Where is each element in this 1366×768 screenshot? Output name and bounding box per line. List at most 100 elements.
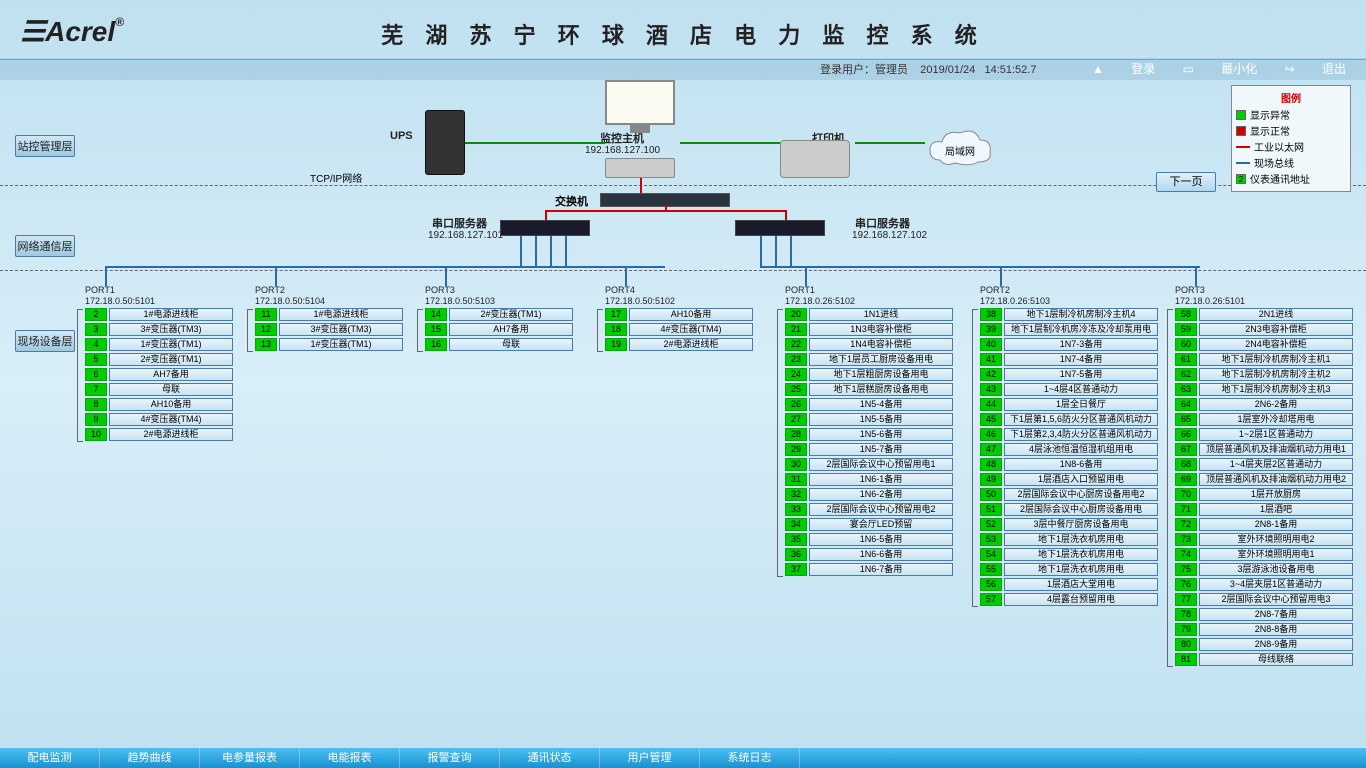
device-item[interactable]: 261N5-4备用 (785, 397, 953, 412)
device-item[interactable]: 361N6-6备用 (785, 547, 953, 562)
device-item[interactable]: 411N7-4备用 (980, 352, 1158, 367)
device-item[interactable]: 54地下1层洗衣机房用电 (980, 547, 1158, 562)
diagram-canvas: 站控管理层 网络通信层 现场设备层 图例 显示异常显示正常工业以太网现场总线2仪… (0, 80, 1366, 748)
device-item[interactable]: 39地下1层制冷机房冷冻及冷却泵用电 (980, 322, 1158, 337)
device-item[interactable]: 311N6-1备用 (785, 472, 953, 487)
device-item[interactable]: 73室外环境照明用电2 (1175, 532, 1353, 547)
device-item[interactable]: 6AH7备用 (85, 367, 233, 382)
device-item[interactable]: 15AH7备用 (425, 322, 573, 337)
nav-item[interactable]: 通讯状态 (500, 748, 600, 768)
device-item[interactable]: 69顶层普通风机及排油烟机动力用电2 (1175, 472, 1353, 487)
device-item[interactable]: 123#变压器(TM3) (255, 322, 403, 337)
device-item[interactable]: 574层露台预留用电 (980, 592, 1158, 607)
nav-item[interactable]: 电能报表 (300, 748, 400, 768)
device-item[interactable]: 321N6-2备用 (785, 487, 953, 502)
device-item[interactable]: 16母联 (425, 337, 573, 352)
device-item[interactable]: 24地下1层粗厨房设备用电 (785, 367, 953, 382)
device-item[interactable]: 371N6-7备用 (785, 562, 953, 577)
device-item[interactable]: 602N4电容补偿柜 (1175, 337, 1353, 352)
device-item[interactable]: 701层开放厨房 (1175, 487, 1353, 502)
device-item[interactable]: 481N8-6备用 (980, 457, 1158, 472)
device-item[interactable]: 772层国际会议中心预留用电3 (1175, 592, 1353, 607)
device-item[interactable]: 81母线联络 (1175, 652, 1353, 667)
device-item[interactable]: 642N6-2备用 (1175, 397, 1353, 412)
device-item[interactable]: 302层国际会议中心预留用电1 (785, 457, 953, 472)
device-item[interactable]: 8AH10备用 (85, 397, 233, 412)
device-item[interactable]: 351N6-5备用 (785, 532, 953, 547)
printer-device (780, 130, 860, 180)
nav-item[interactable]: 报警查询 (400, 748, 500, 768)
device-item[interactable]: 523层中餐厅厨房设备用电 (980, 517, 1158, 532)
device-item[interactable]: 192#电源进线柜 (605, 337, 753, 352)
device-item[interactable]: 46下1层第2,3,4防火分区普通风机动力 (980, 427, 1158, 442)
device-item[interactable]: 661~2层1区普通动力 (1175, 427, 1353, 442)
device-item[interactable]: 62地下1层制冷机房制冷主机2 (1175, 367, 1353, 382)
device-item[interactable]: 102#电源进线柜 (85, 427, 233, 442)
device-item[interactable]: 221N4电容补偿柜 (785, 337, 953, 352)
device-item[interactable]: 184#变压器(TM4) (605, 322, 753, 337)
device-item[interactable]: 52#变压器(TM1) (85, 352, 233, 367)
device-item[interactable]: 271N5-5备用 (785, 412, 953, 427)
ups-device (425, 110, 465, 175)
device-item[interactable]: 491层酒店入口预留用电 (980, 472, 1158, 487)
device-item[interactable]: 431~4层4区普通动力 (980, 382, 1158, 397)
device-item[interactable]: 211N3电容补偿柜 (785, 322, 953, 337)
device-item[interactable]: 63地下1层制冷机房制冷主机3 (1175, 382, 1353, 397)
exit-button[interactable]: ↪ 退出 (1285, 62, 1346, 76)
device-item[interactable]: 792N8-8备用 (1175, 622, 1353, 637)
device-item[interactable]: 722N8-1备用 (1175, 517, 1353, 532)
device-item[interactable]: 561层酒店大堂用电 (980, 577, 1158, 592)
nav-item[interactable]: 趋势曲线 (100, 748, 200, 768)
device-item[interactable]: 23地下1层员工厨房设备用电 (785, 352, 953, 367)
status-info: 登录用户：管理员 2019/01/24 14:51:52.7 (820, 61, 1036, 77)
next-page-button[interactable]: 下一页 (1156, 172, 1216, 192)
device-item[interactable]: 111#电源进线柜 (255, 307, 403, 322)
device-item[interactable]: 7母联 (85, 382, 233, 397)
device-item[interactable]: 142#变压器(TM1) (425, 307, 573, 322)
device-item[interactable]: 512层国际会议中心厨房设备用电 (980, 502, 1158, 517)
device-item[interactable]: 763~4层夹层1区普通动力 (1175, 577, 1353, 592)
device-item[interactable]: 34宴会厅LED预留 (785, 517, 953, 532)
ups-label: UPS (390, 130, 413, 142)
device-item[interactable]: 17AH10备用 (605, 307, 753, 322)
device-item[interactable]: 41#变压器(TM1) (85, 337, 233, 352)
device-item[interactable]: 651层室外冷却塔用电 (1175, 412, 1353, 427)
device-item[interactable]: 67顶层普通风机及排油烟机动力用电1 (1175, 442, 1353, 457)
device-item[interactable]: 802N8-9备用 (1175, 637, 1353, 652)
device-item[interactable]: 61地下1层制冷机房制冷主机1 (1175, 352, 1353, 367)
nav-item[interactable]: 用户管理 (600, 748, 700, 768)
device-item[interactable]: 592N3电容补偿柜 (1175, 322, 1353, 337)
device-item[interactable]: 131#变压器(TM1) (255, 337, 403, 352)
switch-label: 交换机 (555, 193, 588, 209)
device-item[interactable]: 711层酒吧 (1175, 502, 1353, 517)
device-item[interactable]: 502层国际会议中心厨房设备用电2 (980, 487, 1158, 502)
device-item[interactable]: 753层游泳池设备用电 (1175, 562, 1353, 577)
page-title: 芜 湖 苏 宁 环 球 酒 店 电 力 监 控 系 统 (0, 18, 1366, 50)
nav-item[interactable]: 电参量报表 (200, 748, 300, 768)
device-item[interactable]: 281N5-6备用 (785, 427, 953, 442)
minimize-button[interactable]: ▭ 最小化 (1183, 62, 1258, 76)
device-item[interactable]: 25地下1层糕厨房设备用电 (785, 382, 953, 397)
device-item[interactable]: 94#变压器(TM4) (85, 412, 233, 427)
device-item[interactable]: 53地下1层洗衣机房用电 (980, 532, 1158, 547)
login-button[interactable]: ▲ 登录 (1092, 62, 1155, 76)
device-item[interactable]: 21#电源进线柜 (85, 307, 233, 322)
device-item[interactable]: 441层全日餐厅 (980, 397, 1158, 412)
device-item[interactable]: 45下1层第1,5,6防火分区普通风机动力 (980, 412, 1158, 427)
server1-label: 串口服务器 (432, 215, 487, 231)
device-item[interactable]: 582N1进线 (1175, 307, 1353, 322)
device-item[interactable]: 782N8-7备用 (1175, 607, 1353, 622)
device-item[interactable]: 291N5-7备用 (785, 442, 953, 457)
device-item[interactable]: 55地下1层洗衣机房用电 (980, 562, 1158, 577)
nav-item[interactable]: 配电监测 (0, 748, 100, 768)
device-item[interactable]: 474层泳池恒温恒湿机组用电 (980, 442, 1158, 457)
device-item[interactable]: 681~4层夹层2区普通动力 (1175, 457, 1353, 472)
device-item[interactable]: 201N1进线 (785, 307, 953, 322)
device-item[interactable]: 74室外环境照明用电1 (1175, 547, 1353, 562)
device-item[interactable]: 332层国际会议中心预留用电2 (785, 502, 953, 517)
nav-item[interactable]: 系统日志 (700, 748, 800, 768)
device-item[interactable]: 401N7-3备用 (980, 337, 1158, 352)
device-item[interactable]: 33#变压器(TM3) (85, 322, 233, 337)
device-item[interactable]: 421N7-5备用 (980, 367, 1158, 382)
device-item[interactable]: 38地下1层制冷机房制冷主机4 (980, 307, 1158, 322)
